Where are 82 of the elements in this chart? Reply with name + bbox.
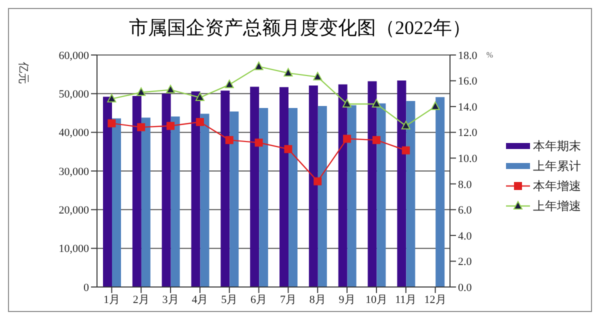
legend-label: 上年累计 — [533, 158, 581, 174]
point — [137, 123, 146, 132]
legend-label: 本年期末 — [533, 138, 581, 154]
bar — [170, 116, 180, 287]
x-tick-label: 6月 — [250, 294, 268, 306]
y-tick-label: 0 — [84, 282, 90, 294]
point — [136, 87, 146, 96]
point — [343, 134, 352, 143]
point — [166, 84, 176, 94]
x-tick-label: 4月 — [192, 294, 208, 306]
bar — [230, 111, 239, 287]
chart-title: 市属国企资产总额月度变化图（2022年） — [128, 17, 472, 41]
y2-tick-label: 8.0 — [458, 178, 472, 191]
y-tick-label: 40,000 — [58, 127, 90, 140]
legend-label: 上年增速 — [533, 198, 581, 214]
point — [108, 119, 116, 128]
bar — [103, 96, 112, 287]
point — [372, 136, 380, 144]
x-tick-label: 2月 — [132, 294, 150, 306]
bar — [141, 118, 150, 287]
point — [107, 94, 116, 102]
bar — [338, 84, 348, 287]
x-tick-label: 9月 — [338, 294, 356, 306]
bar — [200, 114, 210, 287]
y2-tick-label: 12.0 — [458, 127, 478, 140]
bar — [436, 97, 445, 287]
x-tick-label: 12月 — [424, 294, 446, 306]
y2-tick-label: 6.0 — [458, 204, 472, 217]
y-tick-label: 60,000 — [58, 50, 90, 62]
bar — [191, 91, 200, 287]
point — [402, 146, 410, 154]
bar — [250, 86, 260, 287]
legend-label: 本年增速 — [533, 178, 581, 194]
bar — [376, 103, 386, 287]
y2-tick-label: 16.0 — [458, 76, 478, 88]
y2-tick-label: 0.0 — [458, 282, 472, 294]
point — [372, 98, 381, 108]
bar — [288, 108, 298, 287]
bar — [112, 118, 121, 287]
x-tick-label: 3月 — [162, 294, 179, 306]
point — [224, 80, 234, 88]
x-tick-label: 1月 — [103, 294, 120, 306]
y2-tick-label: 14.0 — [458, 101, 478, 114]
y2-tick-label: 18.0 — [458, 50, 478, 62]
x-tick-label: 5月 — [221, 294, 238, 306]
bar — [318, 106, 327, 287]
bar — [368, 81, 377, 287]
bar — [397, 80, 406, 287]
point — [225, 136, 234, 144]
y2-tick-label: 10.0 — [458, 153, 478, 166]
point — [430, 102, 440, 110]
y-tick-label: 20,000 — [58, 204, 90, 217]
y-tick-label: 30,000 — [58, 166, 90, 178]
y2-tick-label: 4.0 — [458, 230, 472, 242]
point — [401, 120, 410, 130]
point — [284, 145, 292, 154]
y-tick-label: 50,000 — [58, 88, 90, 101]
bar — [132, 96, 142, 287]
bar — [406, 101, 416, 287]
bar — [347, 105, 356, 287]
x-tick-label: 11月 — [395, 294, 417, 306]
y2-axis-title: % — [486, 50, 494, 60]
bar — [280, 87, 288, 287]
point — [195, 92, 204, 102]
point — [166, 122, 175, 130]
y-tick-label: 10,000 — [58, 243, 90, 256]
point — [313, 72, 322, 80]
y2-tick-label: 2.0 — [458, 256, 472, 268]
bar — [162, 94, 171, 287]
y-axis-title: 亿元 — [17, 61, 30, 84]
bar — [308, 86, 318, 287]
point — [342, 98, 352, 108]
bar — [220, 90, 230, 287]
x-tick-label: 7月 — [280, 294, 296, 306]
x-tick-label: 10月 — [365, 294, 388, 306]
point — [196, 118, 204, 126]
point — [254, 138, 263, 147]
point — [254, 62, 264, 70]
x-tick-label: 8月 — [309, 294, 326, 306]
point — [284, 68, 293, 77]
bar — [259, 108, 268, 287]
point — [314, 177, 322, 186]
